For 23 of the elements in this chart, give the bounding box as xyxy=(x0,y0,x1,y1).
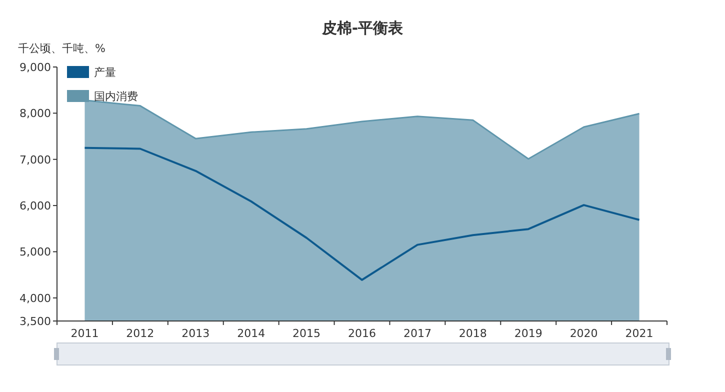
x-tick-label: 2011 xyxy=(70,327,99,340)
y-tick-label: 7,000 xyxy=(20,153,51,166)
legend-label: 国内消费 xyxy=(94,90,138,103)
x-tick-label: 2016 xyxy=(348,327,376,340)
x-tick-label: 2021 xyxy=(625,327,654,340)
x-tick-label: 2017 xyxy=(403,327,432,340)
x-tick-label: 2014 xyxy=(237,327,266,340)
x-tick-label: 2013 xyxy=(182,327,210,340)
y-tick-label: 9,000 xyxy=(20,61,51,74)
x-tick-label: 2020 xyxy=(570,327,598,340)
legend-label: 产量 xyxy=(94,66,116,79)
y-tick-label: 6,000 xyxy=(20,200,51,213)
y-tick-label: 8,000 xyxy=(20,107,51,120)
x-tick-label: 2018 xyxy=(458,327,487,340)
x-tick-label: 2019 xyxy=(514,327,542,340)
chart-title: 皮棉-平衡表 xyxy=(320,19,404,37)
line-series xyxy=(84,146,640,281)
x-tick-label: 2012 xyxy=(126,327,154,340)
y-axis-title: 千公顷、千吨、% xyxy=(18,42,106,55)
x-tick-label: 2015 xyxy=(292,327,321,340)
y-tick-label: 5,000 xyxy=(20,246,51,259)
y-tick-label: 4,000 xyxy=(20,292,51,305)
y-tick-label: 3,500 xyxy=(20,315,51,328)
